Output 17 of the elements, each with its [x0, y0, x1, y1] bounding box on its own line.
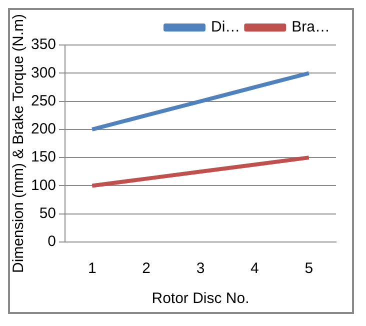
- y-tick-label: 50: [39, 205, 56, 222]
- y-tick-label: 200: [30, 120, 56, 138]
- y-tick-label: 150: [30, 148, 56, 166]
- legend-label: Bra…: [292, 18, 330, 36]
- y-tick-label: 0: [48, 233, 56, 250]
- x-axis-title: Rotor Disc No.: [152, 290, 250, 308]
- y-tick-label: 100: [30, 176, 56, 194]
- legend-label: Di…: [210, 18, 240, 36]
- x-tick-label: 1: [88, 260, 96, 278]
- y-tick-label: 300: [30, 64, 56, 82]
- y-tick-label: 350: [30, 36, 56, 54]
- y-axis-title: Dimension (mm) & Brake Torque (N.m): [10, 14, 28, 273]
- y-tick-label: 250: [30, 92, 56, 110]
- x-tick-label: 5: [304, 260, 314, 278]
- x-tick-label: 4: [250, 260, 259, 278]
- x-tick-label: 2: [142, 260, 150, 278]
- x-tick-label: 3: [196, 260, 205, 278]
